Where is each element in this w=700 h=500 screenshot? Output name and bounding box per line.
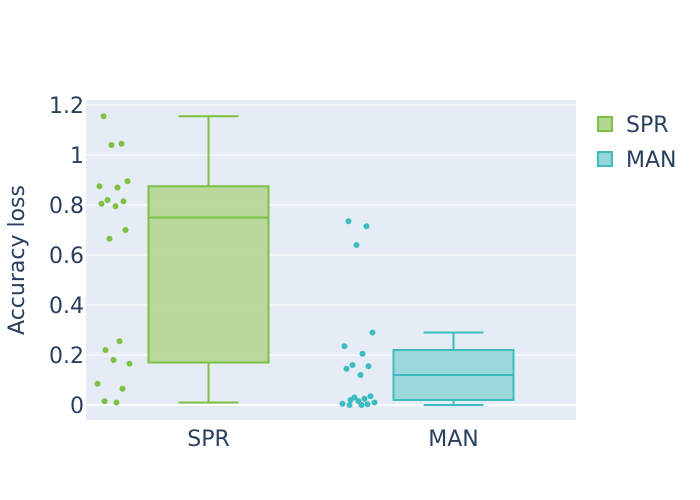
box-spr bbox=[147, 115, 270, 404]
y-tick-label: 1.2 bbox=[49, 94, 84, 119]
data-point bbox=[345, 218, 352, 225]
y-tick-label: 0 bbox=[70, 394, 84, 419]
data-point bbox=[353, 242, 360, 248]
data-point bbox=[346, 402, 353, 408]
legend-swatch bbox=[597, 116, 613, 132]
data-point bbox=[113, 399, 120, 406]
x-tick-label: MAN bbox=[428, 427, 479, 452]
data-point bbox=[119, 385, 126, 392]
y-axis-ticks: 0 0.2 0.4 0.6 0.8 1 1.2 bbox=[49, 94, 84, 419]
x-axis-ticks: SPR MAN bbox=[187, 427, 479, 452]
legend-item-man[interactable]: MAN bbox=[597, 148, 677, 173]
data-point bbox=[106, 235, 113, 242]
x-tick-label: SPR bbox=[187, 427, 230, 452]
legend-swatch bbox=[597, 151, 613, 167]
data-point bbox=[361, 395, 368, 402]
data-point bbox=[347, 397, 354, 403]
data-point bbox=[96, 183, 103, 190]
data-point bbox=[108, 142, 115, 148]
data-point bbox=[357, 372, 364, 378]
legend-label: SPR bbox=[626, 113, 669, 138]
data-point bbox=[124, 178, 131, 185]
data-point bbox=[101, 398, 108, 405]
data-point bbox=[341, 343, 348, 350]
data-point bbox=[349, 362, 356, 368]
data-point bbox=[120, 198, 127, 205]
y-tick-label: 0.8 bbox=[49, 194, 84, 219]
data-point bbox=[339, 400, 346, 407]
boxes bbox=[147, 115, 515, 406]
data-points bbox=[94, 113, 378, 408]
data-point bbox=[367, 393, 374, 400]
data-point bbox=[369, 329, 376, 336]
data-point bbox=[102, 347, 109, 353]
data-point bbox=[100, 113, 107, 120]
data-point bbox=[122, 227, 129, 233]
data-point bbox=[371, 399, 378, 406]
data-point bbox=[98, 200, 105, 207]
y-tick-label: 0.2 bbox=[49, 344, 84, 369]
data-point bbox=[343, 365, 350, 372]
data-point bbox=[94, 380, 101, 387]
data-point bbox=[114, 184, 121, 191]
y-tick-label: 1 bbox=[70, 144, 84, 169]
y-tick-label: 0.4 bbox=[49, 294, 84, 319]
box-iqr bbox=[147, 185, 270, 364]
legend: SPR MAN bbox=[597, 113, 677, 173]
data-point bbox=[126, 360, 133, 367]
data-point bbox=[364, 401, 371, 408]
box-man bbox=[392, 331, 515, 406]
y-tick-label: 0.6 bbox=[49, 244, 84, 269]
legend-label: MAN bbox=[626, 148, 677, 173]
data-point bbox=[110, 357, 117, 363]
data-point bbox=[116, 338, 123, 345]
data-point bbox=[359, 350, 366, 357]
data-point bbox=[112, 203, 119, 210]
data-point bbox=[363, 223, 370, 230]
data-point bbox=[358, 402, 365, 408]
data-point bbox=[104, 197, 111, 203]
legend-item-spr[interactable]: SPR bbox=[597, 113, 669, 138]
data-point bbox=[118, 140, 125, 147]
y-axis-title: Accuracy loss bbox=[5, 185, 30, 335]
data-point bbox=[365, 363, 372, 370]
